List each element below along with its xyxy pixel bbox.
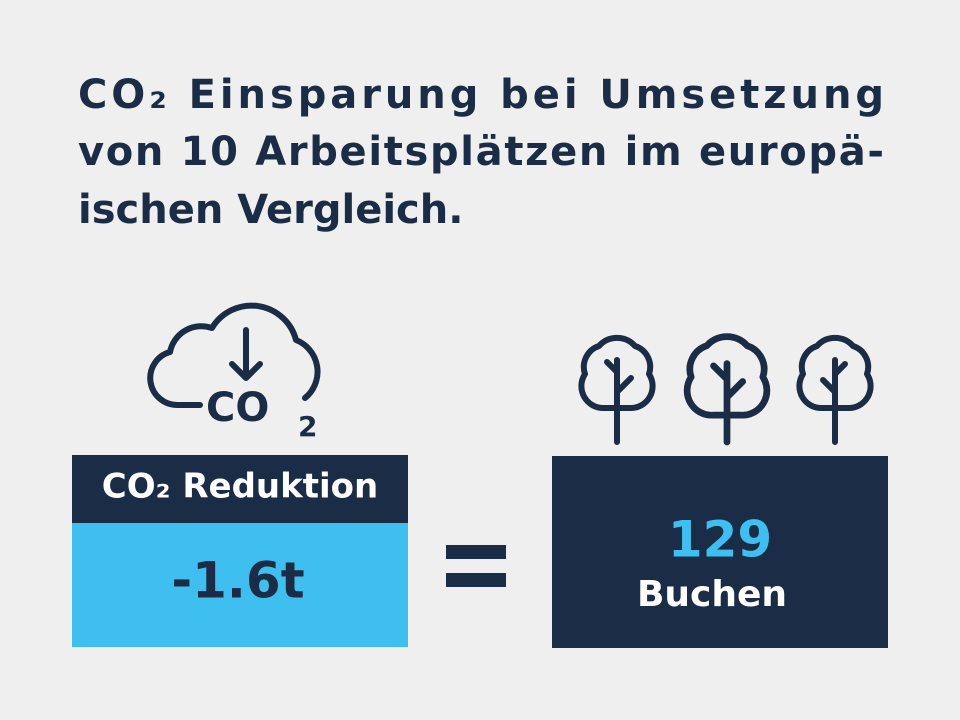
down-arrow [229, 327, 263, 381]
reduction-header-box [72, 455, 408, 523]
icon-label: CO [206, 385, 269, 431]
equivalent-box [552, 456, 888, 648]
equals-bar [446, 545, 506, 559]
reduction-value: -1.6t [171, 552, 304, 610]
equals-bar [446, 573, 506, 587]
equivalent-label: Buchen [637, 574, 787, 615]
title-line: ischen Vergleich. [78, 187, 463, 233]
icon-subscript: 2 [298, 410, 317, 443]
reduction-header: CO₂ Reduktion [102, 467, 378, 507]
title-line: von 10 Arbeitsplätzen im europä- [78, 129, 884, 175]
tree-icons [578, 333, 874, 446]
tree-icon [683, 333, 771, 446]
reduction-value-box [72, 523, 408, 647]
tree-icon [796, 334, 874, 445]
equivalent-value: 129 [668, 511, 772, 569]
cloud-outline [147, 302, 321, 409]
tree-icon [578, 334, 656, 445]
cloud-icon: CO 2 [147, 302, 321, 443]
